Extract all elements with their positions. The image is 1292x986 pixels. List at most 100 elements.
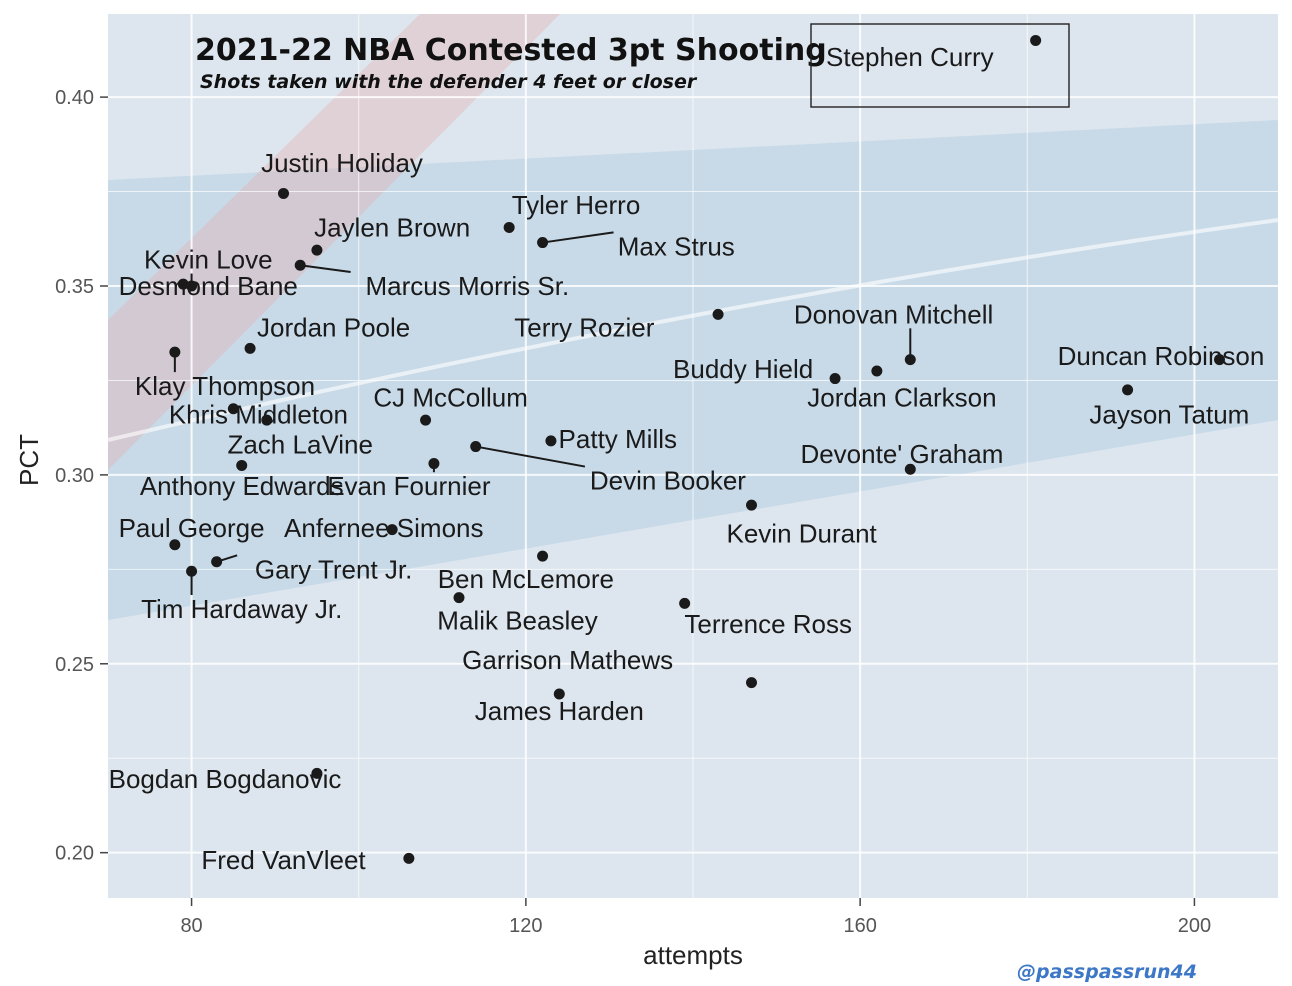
minor-gridlines: [108, 14, 1278, 898]
y-tick-label: 0.20: [55, 843, 94, 865]
point-devin-booker: [470, 441, 482, 453]
point-anfernee-simons: [386, 524, 398, 536]
point-tim-hardaway-jr: [186, 565, 198, 577]
data-points: [169, 187, 1225, 864]
label-khris-middleton: Khris Middleton: [169, 399, 348, 429]
label-zach-lavine: Zach LaVine: [227, 430, 373, 460]
point-kevin-durant: [746, 499, 757, 511]
label-patty-mills: Patty Mills: [559, 424, 677, 454]
label-max-strus: Max Strus: [618, 231, 735, 261]
legend-box: [810, 23, 1070, 108]
point-buddy-hield: [829, 373, 841, 385]
leader-marcus-morris-sr: [300, 264, 351, 273]
y-tick-label: 0.35: [55, 276, 94, 298]
legend-entry-label: Stephen Curry: [826, 42, 994, 72]
label-devonte-graham: Devonte' Graham: [800, 439, 1003, 469]
point-zach-lavine: [261, 414, 273, 426]
y-tick-label: 0.40: [55, 87, 94, 109]
label-paul-george: Paul George: [119, 513, 265, 543]
label-anfernee-simons: Anfernee Simons: [284, 513, 483, 543]
x-tick-label: 200: [1178, 915, 1211, 937]
label-jayson-tatum: Jayson Tatum: [1089, 399, 1249, 429]
label-jordan-poole: Jordan Poole: [257, 313, 410, 343]
label-marcus-morris-sr: Marcus Morris Sr.: [366, 271, 570, 301]
label-devin-booker: Devin Booker: [590, 466, 746, 496]
point-duncan-robinson: [1214, 354, 1225, 366]
chart-header: 2021-22 NBA Contested 3pt Shooting Shots…: [195, 33, 827, 93]
point-labels: Justin Holiday Tyler Herro Max Strus Jaylen…: [109, 148, 1265, 875]
y-tick-label: 0.30: [55, 465, 94, 487]
x-axis-title: attempts: [643, 940, 743, 970]
label-evan-fournier: Evan Fournier: [327, 471, 491, 501]
y-axis-title: PCT: [14, 434, 44, 486]
point-jaylen-brown: [311, 244, 323, 256]
label-garrison-mathews: Garrison Mathews: [462, 645, 673, 675]
label-malik-beasley: Malik Beasley: [437, 605, 597, 635]
chart-subtitle: Shots taken with the defender 4 feet or …: [200, 71, 698, 93]
label-james-harden: James Harden: [475, 696, 644, 726]
point-khris-middleton: [227, 403, 239, 415]
major-gridlines: [108, 14, 1278, 898]
label-bogdan-bogdanovic: Bogdan Bogdanovic: [109, 764, 342, 794]
legend: Stephen Curry: [810, 23, 1070, 108]
leader-devin-booker: [475, 445, 586, 468]
label-jordan-clarkson: Jordan Clarkson: [807, 382, 996, 412]
point-gary-trent-jr: [211, 556, 223, 568]
y-tick-label: 0.25: [55, 654, 94, 676]
label-terry-rozier: Terry Rozier: [514, 313, 654, 343]
point-patty-mills: [545, 435, 557, 447]
x-tick-label: 80: [180, 915, 202, 937]
point-desmond-bane: [177, 278, 189, 290]
point-jordan-poole: [244, 342, 256, 354]
point-anthony-edwards: [236, 459, 248, 471]
label-jaylen-brown: Jaylen Brown: [314, 212, 470, 242]
label-tim-hardaway-jr: Tim Hardaway Jr.: [141, 594, 342, 624]
point-garrison-mathews: [746, 677, 757, 689]
point-donovan-mitchell: [904, 354, 916, 366]
point-fred-vanvleet: [403, 852, 415, 864]
label-terrence-ross: Terrence Ross: [684, 609, 852, 639]
label-duncan-robinson: Duncan Robinson: [1058, 341, 1265, 371]
label-buddy-hield: Buddy Hield: [673, 354, 813, 384]
leader-max-strus: [542, 231, 614, 244]
point-terry-rozier: [712, 308, 724, 320]
label-gary-trent-jr: Gary Trent Jr.: [255, 554, 413, 584]
x-tick-label: 160: [843, 915, 876, 937]
credit-handle: @passpassrun44: [1017, 961, 1197, 983]
point-justin-holiday: [278, 187, 289, 199]
point-ben-mclemore: [537, 550, 549, 562]
point-terrence-ross: [679, 597, 691, 609]
label-kevin-durant: Kevin Durant: [726, 518, 877, 548]
point-evan-fournier: [428, 458, 440, 470]
court-stripe-shape: [108, 14, 560, 470]
point-cj-mccollum: [420, 414, 432, 426]
label-klay-thompson: Klay Thompson: [135, 371, 315, 401]
point-kevin-love: [186, 280, 198, 292]
label-fred-vanvleet: Fred VanVleet: [201, 845, 366, 875]
label-justin-holiday: Justin Holiday: [261, 148, 423, 178]
label-cj-mccollum: CJ McCollum: [373, 382, 528, 412]
label-anthony-edwards: Anthony Edwards: [140, 471, 344, 501]
point-klay-thompson: [169, 346, 181, 358]
point-malik-beasley: [453, 592, 465, 604]
legend-entry-marker: [1030, 34, 1042, 46]
point-marcus-morris-sr: [294, 259, 306, 271]
point-bogdan-bogdanovic: [311, 767, 323, 779]
point-max-strus: [537, 237, 549, 249]
point-jordan-clarkson: [871, 365, 883, 377]
x-tick-label: 120: [509, 915, 542, 937]
label-desmond-bane: Desmond Bane: [119, 271, 298, 301]
court-line: [107, 218, 1279, 442]
point-tyler-herro: [503, 221, 515, 233]
label-ben-mclemore: Ben McLemore: [438, 564, 614, 594]
point-jayson-tatum: [1122, 384, 1134, 396]
point-paul-george: [169, 539, 181, 551]
point-devonte-graham: [904, 463, 916, 475]
label-donovan-mitchell: Donovan Mitchell: [794, 299, 993, 329]
axis-ticks: 80 120 160 200 0.20 0.25 0.30 0.35 0.40: [55, 87, 1211, 937]
point-james-harden: [553, 688, 565, 700]
label-tyler-herro: Tyler Herro: [512, 190, 641, 220]
label-kevin-love: Kevin Love: [144, 245, 273, 275]
chart-title: 2021-22 NBA Contested 3pt Shooting: [195, 33, 827, 68]
